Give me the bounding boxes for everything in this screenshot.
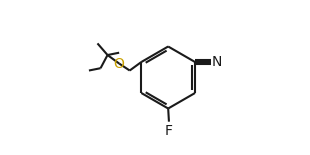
Text: F: F bbox=[165, 124, 173, 138]
Text: O: O bbox=[114, 57, 125, 71]
Text: N: N bbox=[212, 55, 222, 69]
